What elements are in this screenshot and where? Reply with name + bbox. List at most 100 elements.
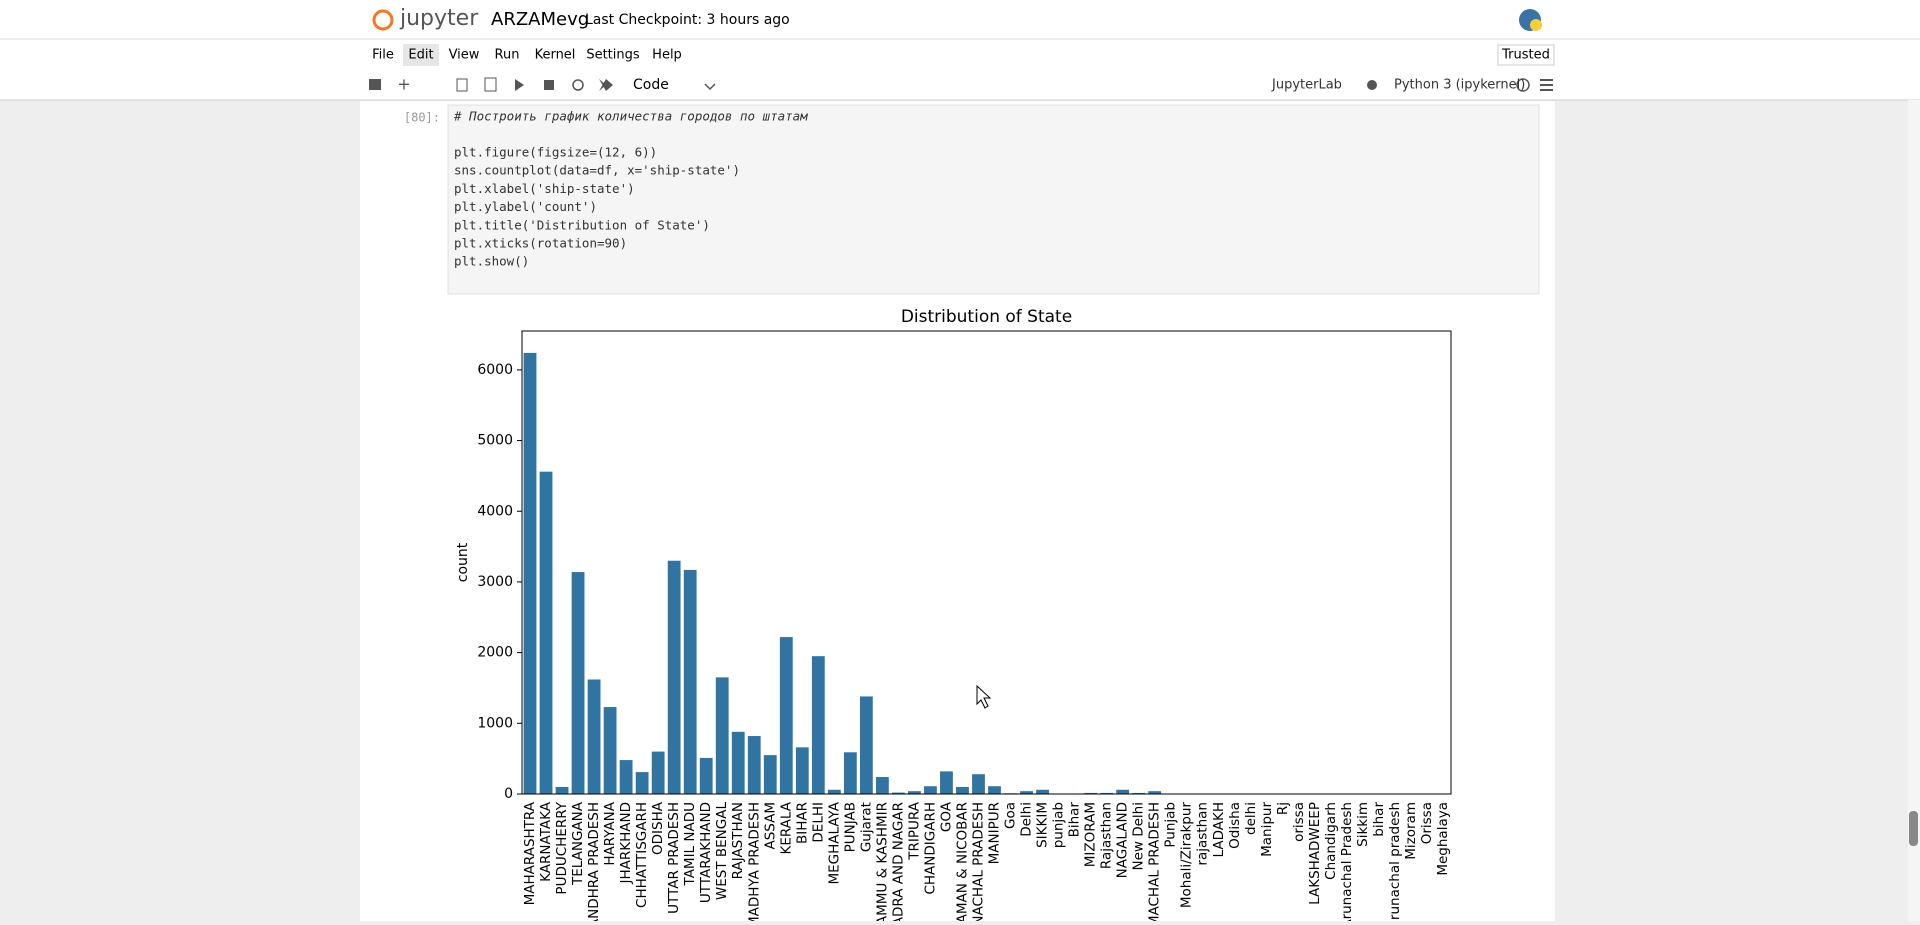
bar xyxy=(652,752,665,794)
menu-item[interactable]: Edit xyxy=(408,48,433,63)
add-icon[interactable]: + xyxy=(397,75,410,94)
trusted[interactable]: Trusted xyxy=(1501,48,1550,63)
x-tick-label: Chandigarh xyxy=(1323,802,1339,880)
chart-title: Distribution of State xyxy=(901,307,1072,327)
bar xyxy=(588,679,601,794)
x-tick-label: LADAKH xyxy=(1211,802,1227,857)
x-tick-label: punjab xyxy=(1051,802,1067,848)
x-tick-label: BIHAR xyxy=(794,802,810,844)
bar xyxy=(684,570,697,794)
bar xyxy=(780,637,793,794)
stop-icon[interactable] xyxy=(544,80,554,90)
y-tick-label: 5000 xyxy=(477,433,513,449)
bar xyxy=(668,561,681,794)
x-tick-label: Sikkim xyxy=(1355,802,1371,847)
jupyter-logo[interactable]: jupyter xyxy=(399,6,479,31)
save-icon[interactable] xyxy=(369,79,381,90)
code-line: plt.show() xyxy=(454,254,529,269)
bar xyxy=(876,777,889,794)
bar xyxy=(700,758,713,794)
code-line: plt.figure(figsize=(12, 6)) xyxy=(454,145,657,160)
scroll-thumb[interactable] xyxy=(1909,811,1918,846)
x-tick-label: MAHARASHTRA xyxy=(522,801,538,905)
bar xyxy=(844,752,857,794)
jupyterlab-link[interactable]: JupyterLab xyxy=(1271,78,1342,93)
x-tick-label: orissa xyxy=(1291,802,1307,842)
x-tick-label: KERALA xyxy=(778,801,794,854)
bar xyxy=(764,755,777,794)
x-tick-label: ODISHA xyxy=(650,801,666,855)
x-tick-label: TRIPURA xyxy=(906,801,922,860)
x-tick-label: Mizoram xyxy=(1403,802,1419,860)
x-tick-label: WEST BENGAL xyxy=(714,802,730,901)
cell-prompt: [80]: xyxy=(404,111,440,125)
code-line: plt.title('Distribution of State') xyxy=(454,217,710,232)
y-tick-label: 6000 xyxy=(477,362,513,378)
x-tick-label: Mohali/Zirakpur xyxy=(1179,802,1195,909)
x-tick-label: UTTAR PRADESH xyxy=(666,802,682,914)
x-tick-label: ANDAMAN & NICOBAR xyxy=(954,802,970,921)
code-line: plt.xticks(rotation=90) xyxy=(454,236,627,251)
x-tick-label: Rajasthan xyxy=(1099,802,1115,869)
menu-icon[interactable] xyxy=(1540,79,1553,81)
bar xyxy=(572,572,585,794)
menu-item[interactable]: Kernel xyxy=(535,48,576,63)
bar xyxy=(716,677,729,794)
x-tick-label: NAGALAND xyxy=(1115,802,1131,878)
x-tick-label: Rj xyxy=(1275,802,1291,815)
code-line: # Построить график количества городов по… xyxy=(453,109,808,124)
x-tick-label: ASSAM xyxy=(762,802,778,850)
bar xyxy=(860,696,873,794)
code-cell[interactable] xyxy=(448,105,1539,294)
scrollbar[interactable] xyxy=(1908,100,1920,921)
x-tick-label: JHARKHAND xyxy=(618,802,634,884)
code-line: plt.xlabel('ship-state') xyxy=(454,181,635,196)
menu-item[interactable]: Settings xyxy=(586,48,640,63)
x-tick-label: KARNATAKA xyxy=(538,801,554,882)
x-tick-label: arunachal pradesh xyxy=(1387,802,1403,921)
x-tick-label: rajasthan xyxy=(1195,802,1211,866)
checkpoint: Last Checkpoint: 3 hours ago xyxy=(585,12,790,28)
x-tick-label: DELHI xyxy=(810,802,826,843)
bar xyxy=(604,707,617,794)
x-tick-label: MIZORAM xyxy=(1083,802,1099,867)
bar xyxy=(1036,790,1049,794)
bar xyxy=(636,772,649,794)
y-axis-label: count xyxy=(455,542,471,582)
kernel-name[interactable]: Python 3 (ipykernel) xyxy=(1394,78,1525,93)
x-tick-label: MADHYA PRADESH xyxy=(746,802,762,921)
bar xyxy=(524,353,537,794)
x-tick-label: JAMMU & KASHMIR xyxy=(874,802,890,921)
bar xyxy=(556,787,569,794)
y-tick-label: 4000 xyxy=(477,503,513,519)
bar xyxy=(828,790,841,794)
x-tick-label: TAMIL NADU xyxy=(682,802,698,887)
x-tick-label: HIMACHAL PRADESH xyxy=(1147,802,1163,921)
notebook-name[interactable]: ARZAMevg xyxy=(491,9,589,30)
y-tick-label: 3000 xyxy=(477,574,513,590)
bar xyxy=(940,771,953,794)
bar xyxy=(748,736,761,794)
bar xyxy=(796,747,809,794)
menu-item[interactable]: View xyxy=(449,48,480,63)
debug-icon[interactable] xyxy=(1367,80,1377,90)
menu-item[interactable]: File xyxy=(372,48,394,63)
x-tick-label: Bihar xyxy=(1067,802,1083,838)
x-tick-label: ANDHRA PRADESH xyxy=(586,802,602,921)
x-tick-label: RAJASTHAN xyxy=(730,802,746,879)
bar xyxy=(972,774,985,794)
x-tick-label: delhi xyxy=(1243,802,1259,835)
y-tick-label: 1000 xyxy=(477,715,513,731)
x-tick-label: New Delhi xyxy=(1131,802,1147,871)
x-tick-label: Goa xyxy=(1003,802,1019,829)
cell-type[interactable]: Code xyxy=(633,77,669,93)
x-tick-label: CHANDIGARH xyxy=(922,802,938,895)
y-tick-label: 0 xyxy=(504,786,513,802)
menu-item[interactable]: Run xyxy=(495,48,520,63)
bar xyxy=(1116,790,1129,794)
x-tick-label: Manipur xyxy=(1259,802,1275,857)
x-tick-label: HARYANA xyxy=(602,801,618,865)
x-tick-label: MEGHALAYA xyxy=(826,801,842,884)
menu-item[interactable]: Help xyxy=(652,48,682,63)
